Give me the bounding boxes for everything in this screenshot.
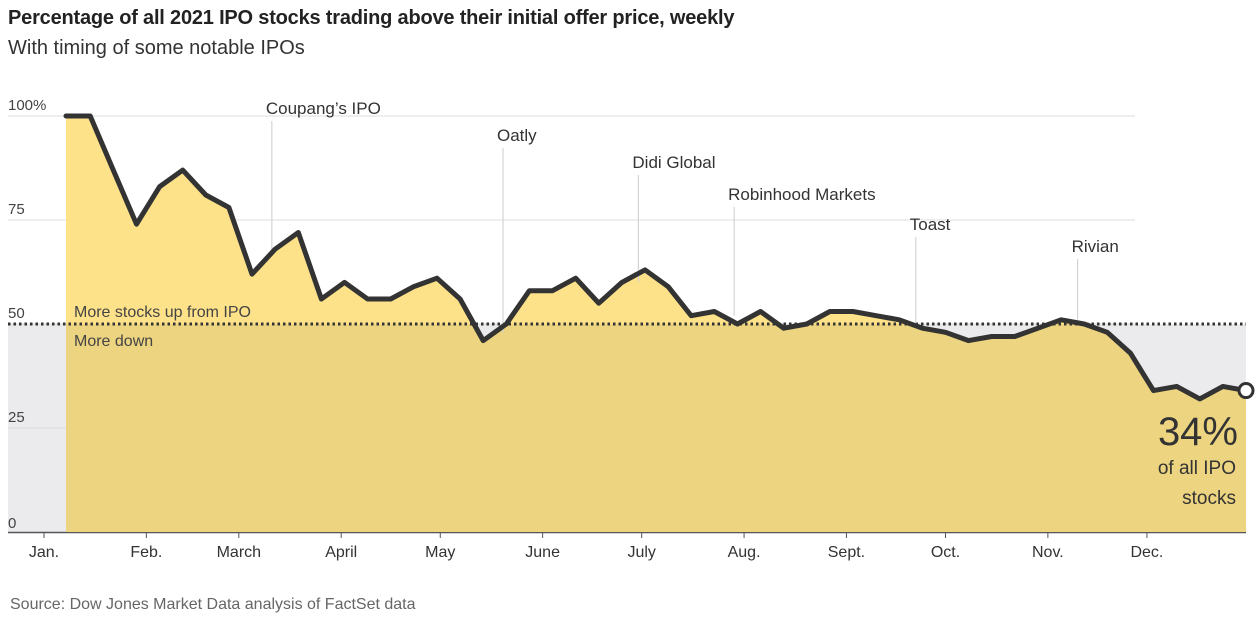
source-note: Source: Dow Jones Market Data analysis o… [10,596,416,613]
area-above-reference [66,116,1085,324]
x-tick-label: Jan. [29,544,59,561]
x-tick-label: May [425,544,455,561]
x-tick-label: Feb. [130,544,162,561]
annotation-label: Toast [910,215,951,234]
annotation-label: Oatly [497,126,537,145]
reference-label-above: More stocks up from IPO [74,304,251,321]
x-tick-label: March [217,544,261,561]
annotation-label: Robinhood Markets [728,185,875,204]
end-value-label: 34% [1158,410,1238,454]
reference-label-below: More down [74,333,153,350]
x-tick-label: Oct. [931,544,960,561]
x-tick-label: July [627,544,655,561]
x-tick-label: June [525,544,560,561]
y-tick-label: 25 [8,409,25,426]
x-tick-label: Nov. [1032,544,1064,561]
area-below-reference [66,324,1246,532]
x-tick-label: Aug. [728,544,761,561]
end-label-line1: of all IPO [1158,458,1236,479]
y-tick-label: 75 [8,201,25,218]
y-tick-label: 50 [8,305,25,322]
series-line [63,113,1249,402]
x-tick-label: April [325,544,357,561]
x-tick-label: Dec. [1130,544,1163,561]
annotation-label: Coupang’s IPO [266,99,381,118]
chart-title: Percentage of all 2021 IPO stocks tradin… [8,7,735,29]
x-tick-label: Sept. [828,544,865,561]
annotation-label: Didi Global [632,153,715,172]
y-tick-label: 0 [8,515,16,532]
chart-subtitle: With timing of some notable IPOs [8,37,305,59]
end-point-marker [1237,382,1255,400]
annotation-label: Rivian [1072,237,1119,256]
y-tick-label: 100% [8,97,46,114]
end-label-line2: stocks [1182,488,1236,509]
